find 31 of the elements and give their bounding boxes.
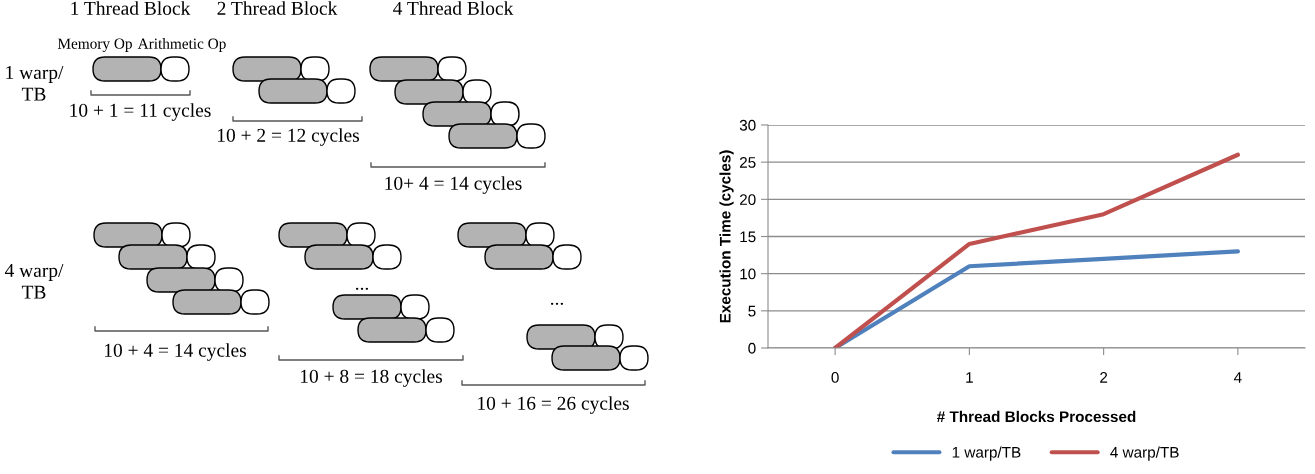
text: 10 + 16 = 26 cycles xyxy=(478,396,629,414)
x-axis-title: # Thread Blocks Processed xyxy=(936,410,1136,423)
legend-label: 4 warp/TB xyxy=(1110,446,1179,461)
text: ... xyxy=(355,287,369,290)
line-series xyxy=(833,152,1240,348)
legend-label: 1 warp/TB xyxy=(952,446,1021,461)
text: 4 Thread Block xyxy=(393,1,514,15)
y-tick-label: 30 xyxy=(739,119,756,131)
x-tick-label: 0 xyxy=(831,372,839,383)
y-tick-label: 0 xyxy=(748,342,756,354)
y-tick-label: 5 xyxy=(748,305,756,317)
y-tick-label: 15 xyxy=(740,231,756,243)
text: Memory Op xyxy=(57,38,132,52)
text: 10 + 4 = 14 cycles xyxy=(104,343,247,361)
y-axis-title: Execution Time (cycles) xyxy=(719,150,734,323)
text: ... xyxy=(550,302,564,305)
text: 10+ 4 = 14 cycles xyxy=(385,176,522,194)
x-tick-label: 1 xyxy=(966,372,973,383)
text: 1 Thread Block xyxy=(71,1,191,15)
y-tick-label: 10 xyxy=(740,268,756,280)
x-tick-label: 2 xyxy=(1100,372,1108,383)
y-tick-label: 25 xyxy=(739,157,756,168)
text: 10 + 1 = 11 cycles xyxy=(70,103,211,121)
text: 10 + 8 = 18 cycles xyxy=(300,369,443,387)
text: 4 warp/ TB xyxy=(4,264,64,299)
text: Arithmetic Op xyxy=(137,38,226,52)
text: 1 warp/ TB xyxy=(6,66,64,101)
x-tick-label: 4 xyxy=(1233,372,1242,383)
text: 2 Thread Block xyxy=(217,1,338,15)
y-tick-label: 20 xyxy=(739,194,756,206)
text: 10 + 2 = 12 cycles xyxy=(217,128,360,146)
